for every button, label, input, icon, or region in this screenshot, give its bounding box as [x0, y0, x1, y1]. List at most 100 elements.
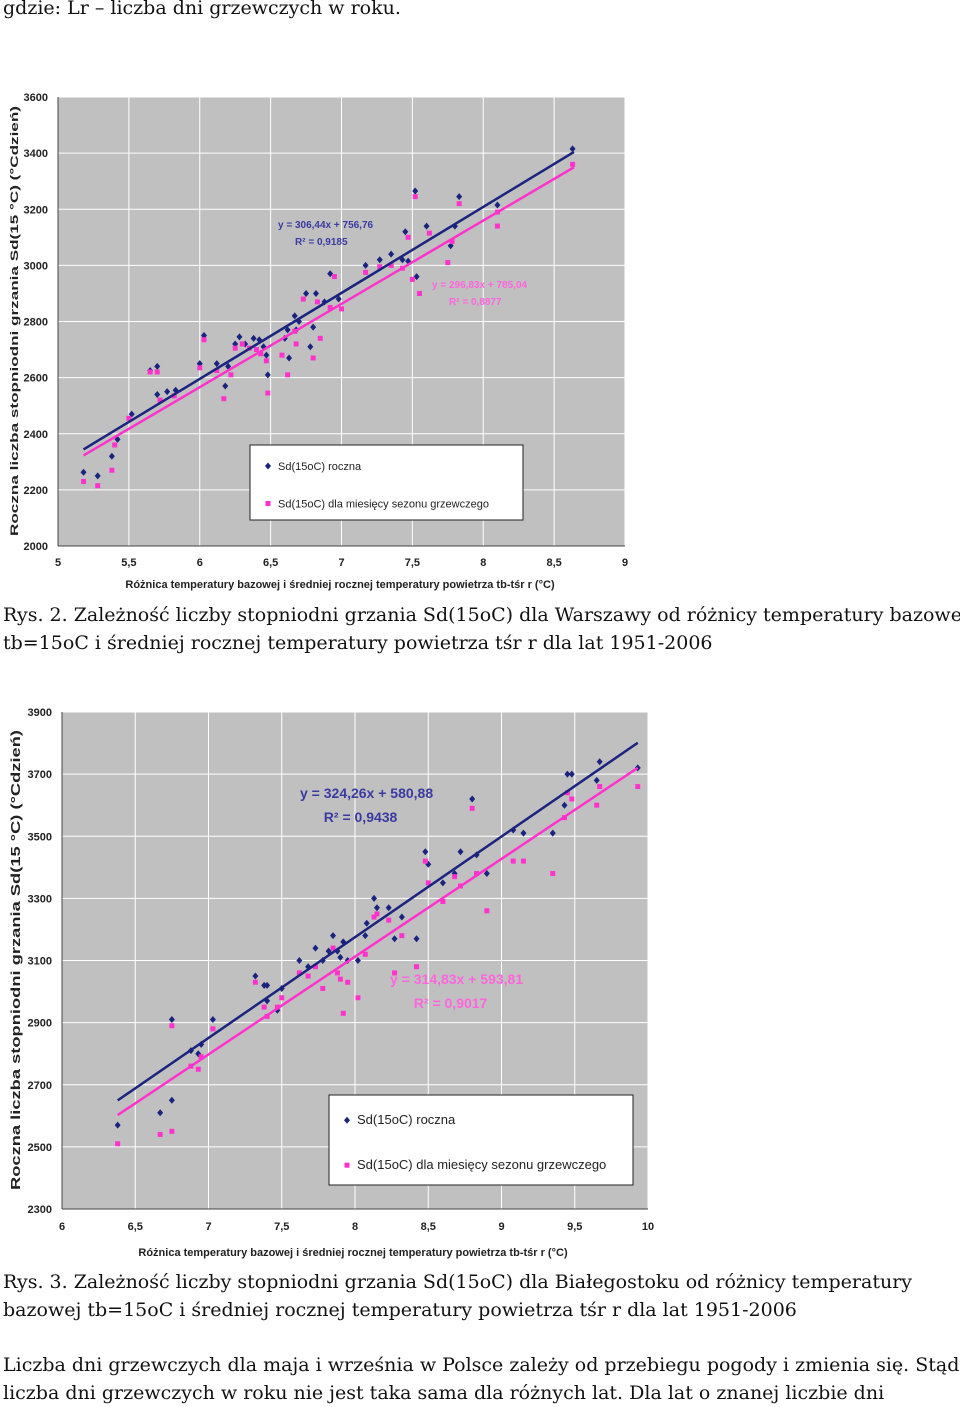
data-point-season [169, 1023, 175, 1029]
data-point-annual [413, 935, 420, 943]
data-point-annual [391, 935, 398, 943]
data-point-annual [325, 947, 332, 955]
y-tick-label: 3900 [28, 707, 52, 719]
data-point-annual [154, 362, 161, 370]
footer-paragraph-line1: Liczba dni grzewczych dla maja i wrześni… [3, 1354, 960, 1376]
x-axis-label: Różnica temperatury bazowej i średniej r… [125, 579, 555, 591]
regression-r2-annual: R² = 0,9438 [324, 809, 398, 825]
data-point-season [386, 917, 392, 923]
data-point-season [95, 483, 101, 489]
data-point-season [197, 365, 203, 371]
data-point-season [484, 908, 490, 914]
data-point-season [597, 784, 603, 790]
caption-rys-3-line2: bazowej tb=15oC i średniej rocznej tempe… [3, 1299, 797, 1321]
data-point-season [445, 260, 451, 266]
x-tick-label: 9 [622, 557, 628, 569]
data-point-season [214, 368, 220, 374]
data-point-season [564, 790, 570, 796]
data-point-annual [168, 1016, 175, 1024]
x-tick-label: 7,5 [274, 1221, 289, 1233]
data-point-annual [225, 362, 232, 370]
data-point-annual [312, 944, 319, 952]
data-point-annual [157, 1109, 164, 1117]
data-point-annual [371, 894, 378, 902]
legend-label: Sd(15oC) dla miesięcy sezonu grzewczego [357, 1157, 606, 1172]
data-point-season [228, 372, 234, 378]
x-tick-label: 5 [55, 557, 61, 569]
data-point-season [334, 970, 340, 976]
x-tick-label: 8,5 [546, 557, 561, 569]
data-point-annual [439, 879, 446, 887]
data-point-annual [284, 326, 291, 334]
data-point-annual [568, 770, 575, 778]
regression-equation-season: y = 314,83x + 593,81 [390, 971, 523, 987]
data-point-season [293, 341, 299, 347]
data-point-season [115, 1141, 121, 1147]
legend-label: Sd(15oC) dla miesięcy sezonu grzewczego [278, 499, 489, 511]
data-point-season [494, 223, 500, 229]
data-point-season [305, 973, 311, 979]
data-point-season [258, 351, 264, 357]
header-text: gdzie: Lr – liczba dni grzewczych w roku… [3, 0, 401, 19]
data-point-annual [423, 222, 430, 230]
data-point-annual [376, 256, 383, 264]
data-point-season [371, 914, 377, 920]
x-tick-label: 7 [205, 1221, 211, 1233]
data-point-season [345, 979, 351, 985]
x-tick-label: 6,5 [263, 557, 278, 569]
data-point-annual [108, 452, 115, 460]
x-tick-label: 9 [498, 1221, 504, 1233]
data-point-season [296, 970, 302, 976]
data-point-annual [385, 904, 392, 912]
caption-rys-3-line1: Rys. 3. Zależność liczby stopniodni grza… [3, 1271, 913, 1293]
x-tick-label: 6 [197, 557, 203, 569]
data-point-annual [305, 963, 312, 971]
y-axis-label: Roczna liczba stopniodni grzania Sd(15 °… [8, 730, 23, 1190]
y-tick-label: 3200 [24, 204, 48, 216]
regression-equation-season: y = 296,83x + 785,04 [432, 280, 528, 291]
data-point-annual [250, 334, 257, 342]
data-point-annual [494, 201, 501, 209]
chart-bialystok: 2300 2500 2700 2900 3100 3300 3500 3700 3900 6 6,5… [0, 700, 660, 1265]
y-tick-label: 2200 [24, 485, 48, 497]
data-point-season [157, 1131, 163, 1137]
data-point-season [112, 442, 118, 448]
data-point-annual [286, 354, 293, 362]
legend-label: Sd(15oC) roczna [357, 1112, 456, 1127]
data-point-season [594, 802, 600, 808]
data-point-annual [363, 919, 370, 927]
data-point-season [414, 964, 420, 970]
data-point-season [355, 995, 361, 1001]
data-point-annual [310, 323, 317, 331]
data-point-annual [569, 145, 576, 153]
y-axis-label: Roczna liczba stopniodni grzania Sd(15 °… [9, 105, 21, 536]
data-point-season [422, 858, 428, 864]
y-tick-label: 3400 [24, 148, 48, 160]
footer-paragraph-line2: liczba dni grzewczych w roku nie jest ta… [3, 1382, 885, 1404]
trendline-annual [82, 150, 575, 451]
data-point-annual [80, 468, 87, 476]
y-tick-label: 3000 [24, 260, 48, 272]
data-point-season [550, 871, 556, 877]
regression-r2-season: R² = 0,8877 [449, 297, 502, 308]
data-point-annual [354, 957, 361, 964]
data-point-season [171, 393, 177, 399]
data-point-season [195, 1066, 201, 1072]
data-point-season [327, 304, 333, 310]
data-point-season [252, 979, 258, 985]
legend-marker-season [344, 1162, 350, 1168]
data-point-season [261, 1004, 267, 1010]
y-tick-label: 2300 [28, 1204, 52, 1216]
data-point-annual [213, 360, 220, 368]
y-tick-label: 2700 [28, 1080, 52, 1092]
data-point-season [126, 415, 132, 421]
data-point-season [425, 880, 431, 886]
data-point-season [474, 871, 480, 877]
caption-rys-2-line2: tb=15oC i średniej rocznej temperatury p… [3, 632, 713, 654]
data-point-annual [457, 848, 464, 856]
chart-warszawa: 2000 2200 2400 2600 2800 3000 3200 3400 3600 5 5,5… [0, 88, 640, 600]
y-tick-label: 3100 [28, 956, 52, 968]
regression-equation-annual: y = 306,44x + 756,76 [278, 220, 374, 231]
data-point-annual [362, 932, 369, 940]
data-point-season [339, 306, 344, 312]
